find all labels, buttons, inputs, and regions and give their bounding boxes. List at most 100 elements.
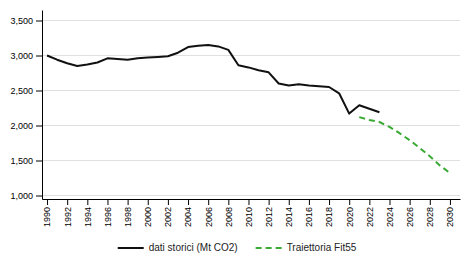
y-axis-line bbox=[42, 11, 43, 200]
y-tick: 2,000 bbox=[10, 121, 42, 131]
x-tick-mark bbox=[128, 199, 129, 205]
x-tick: 2010 bbox=[244, 199, 254, 227]
legend-item: dati storici (Mt CO2) bbox=[118, 242, 238, 253]
x-axis-line bbox=[43, 199, 461, 200]
x-tick-label: 1994 bbox=[83, 207, 93, 227]
x-tick: 1994 bbox=[83, 199, 93, 227]
legend-swatch bbox=[118, 247, 144, 249]
x-tick-label: 2024 bbox=[385, 207, 395, 227]
x-tick-mark bbox=[47, 199, 48, 205]
x-tick-mark bbox=[208, 199, 209, 205]
series-line bbox=[47, 45, 379, 114]
x-tick: 1996 bbox=[103, 199, 113, 227]
x-tick-label: 2002 bbox=[163, 207, 173, 227]
y-tick-label: 2,500 bbox=[10, 86, 33, 96]
x-tick-mark bbox=[87, 199, 88, 205]
x-tick-mark bbox=[248, 199, 249, 205]
x-tick-mark bbox=[450, 199, 451, 205]
grid bbox=[42, 21, 460, 196]
x-tick-mark bbox=[389, 199, 390, 205]
y-tick-mark bbox=[36, 161, 42, 162]
legend-item: Traiettoria Fit55 bbox=[256, 242, 357, 253]
x-tick-mark bbox=[269, 199, 270, 205]
x-tick: 1990 bbox=[42, 199, 52, 227]
x-tick-label: 2012 bbox=[264, 207, 274, 227]
x-tick: 2024 bbox=[385, 199, 395, 227]
x-tick-mark bbox=[410, 199, 411, 205]
y-tick: 3,000 bbox=[10, 51, 42, 61]
y-tick: 2,500 bbox=[10, 86, 42, 96]
y-tick: 1,000 bbox=[10, 191, 42, 201]
y-tick-label: 3,500 bbox=[10, 16, 33, 26]
x-tick-label: 1996 bbox=[103, 207, 113, 227]
x-tick: 2022 bbox=[365, 199, 375, 227]
x-tick: 1998 bbox=[123, 199, 133, 227]
grid-line bbox=[42, 20, 460, 21]
x-tick-label: 2020 bbox=[345, 207, 355, 227]
x-tick-label: 1998 bbox=[123, 207, 133, 227]
x-tick: 2018 bbox=[324, 199, 334, 227]
x-tick: 2014 bbox=[284, 199, 294, 227]
legend: dati storici (Mt CO2) Traiettoria Fit55 bbox=[118, 242, 357, 253]
grid-line bbox=[42, 195, 460, 196]
y-tick: 3,500 bbox=[10, 16, 42, 26]
x-tick-mark bbox=[369, 199, 370, 205]
grid-line bbox=[42, 125, 460, 126]
x-tick-label: 2000 bbox=[143, 207, 153, 227]
x-tick-label: 2026 bbox=[405, 207, 415, 227]
x-tick-label: 2004 bbox=[183, 207, 193, 227]
legend-label: Traiettoria Fit55 bbox=[287, 242, 357, 253]
x-tick-mark bbox=[188, 199, 189, 205]
x-tick-mark bbox=[67, 199, 68, 205]
x-tick-label: 2018 bbox=[324, 207, 334, 227]
y-tick-mark bbox=[36, 196, 42, 197]
x-tick: 2000 bbox=[143, 199, 153, 227]
x-tick-label: 1992 bbox=[63, 207, 73, 227]
x-tick: 2030 bbox=[445, 199, 455, 227]
x-tick-label: 2014 bbox=[284, 207, 294, 227]
x-tick-label: 2008 bbox=[224, 207, 234, 227]
chart: 1,0001,5002,0002,5003,0003,5001990199219… bbox=[0, 0, 474, 257]
x-tick: 2004 bbox=[183, 199, 193, 227]
x-tick-label: 2030 bbox=[445, 207, 455, 227]
series-line bbox=[359, 117, 450, 173]
legend-swatch bbox=[256, 247, 282, 249]
x-tick: 2026 bbox=[405, 199, 415, 227]
grid-line bbox=[42, 160, 460, 161]
x-tick: 2002 bbox=[163, 199, 173, 227]
x-tick-mark bbox=[107, 199, 108, 205]
x-tick: 1992 bbox=[63, 199, 73, 227]
x-tick: 2028 bbox=[425, 199, 435, 227]
lines bbox=[47, 45, 450, 173]
y-tick-label: 2,000 bbox=[10, 121, 33, 131]
x-tick: 2006 bbox=[204, 199, 214, 227]
x-axis: 1990 1992 1994 1996 1998 2000 2002 2004 2006 2008… bbox=[42, 199, 460, 227]
x-tick-label: 2016 bbox=[304, 207, 314, 227]
legend-label: dati storici (Mt CO2) bbox=[149, 242, 238, 253]
x-tick: 2020 bbox=[345, 199, 355, 227]
y-tick-mark bbox=[36, 56, 42, 57]
x-tick-label: 2028 bbox=[425, 207, 435, 227]
x-tick-mark bbox=[430, 199, 431, 205]
x-tick-mark bbox=[309, 199, 310, 205]
y-tick-label: 3,000 bbox=[10, 51, 33, 61]
grid-line bbox=[42, 55, 460, 56]
y-axis: 1,000 1,500 2,000 2,500 3,000 3,500 bbox=[10, 11, 42, 201]
y-tick-label: 1,500 bbox=[10, 156, 33, 166]
x-tick-mark bbox=[289, 199, 290, 205]
x-tick-mark bbox=[168, 199, 169, 205]
x-tick-mark bbox=[228, 199, 229, 205]
y-tick-mark bbox=[36, 21, 42, 22]
y-tick: 1,500 bbox=[10, 156, 42, 166]
x-tick-mark bbox=[329, 199, 330, 205]
x-tick-mark bbox=[349, 199, 350, 205]
x-tick-mark bbox=[148, 199, 149, 205]
x-tick: 2016 bbox=[304, 199, 314, 227]
x-tick-label: 2010 bbox=[244, 207, 254, 227]
grid-line bbox=[42, 90, 460, 91]
x-tick-label: 2022 bbox=[365, 207, 375, 227]
x-tick-label: 1990 bbox=[42, 207, 52, 227]
y-tick-mark bbox=[36, 91, 42, 92]
y-tick-label: 1,000 bbox=[10, 191, 33, 201]
y-tick-mark bbox=[36, 126, 42, 127]
